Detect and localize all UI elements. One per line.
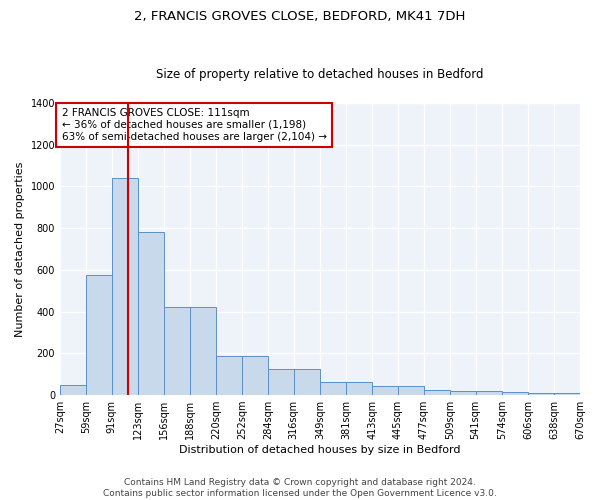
Bar [476, 391, 502, 395]
Bar [398, 386, 424, 395]
Bar [294, 369, 320, 395]
Bar [242, 356, 268, 395]
Title: Size of property relative to detached houses in Bedford: Size of property relative to detached ho… [156, 68, 484, 81]
Bar [86, 275, 112, 395]
Bar [372, 386, 398, 395]
Y-axis label: Number of detached properties: Number of detached properties [15, 162, 25, 336]
Bar [268, 369, 294, 395]
Bar [502, 392, 528, 395]
Text: 2, FRANCIS GROVES CLOSE, BEDFORD, MK41 7DH: 2, FRANCIS GROVES CLOSE, BEDFORD, MK41 7… [134, 10, 466, 23]
Bar [190, 308, 216, 395]
Bar [528, 393, 554, 395]
Bar [216, 356, 242, 395]
Text: Contains HM Land Registry data © Crown copyright and database right 2024.
Contai: Contains HM Land Registry data © Crown c… [103, 478, 497, 498]
Bar [320, 382, 346, 395]
X-axis label: Distribution of detached houses by size in Bedford: Distribution of detached houses by size … [179, 445, 461, 455]
Bar [112, 178, 137, 395]
Bar [424, 390, 450, 395]
Bar [164, 308, 190, 395]
Text: 2 FRANCIS GROVES CLOSE: 111sqm
← 36% of detached houses are smaller (1,198)
63% : 2 FRANCIS GROVES CLOSE: 111sqm ← 36% of … [62, 108, 326, 142]
Bar [554, 393, 580, 395]
Bar [346, 382, 372, 395]
Bar [450, 391, 476, 395]
Bar [137, 232, 164, 395]
Bar [60, 384, 86, 395]
